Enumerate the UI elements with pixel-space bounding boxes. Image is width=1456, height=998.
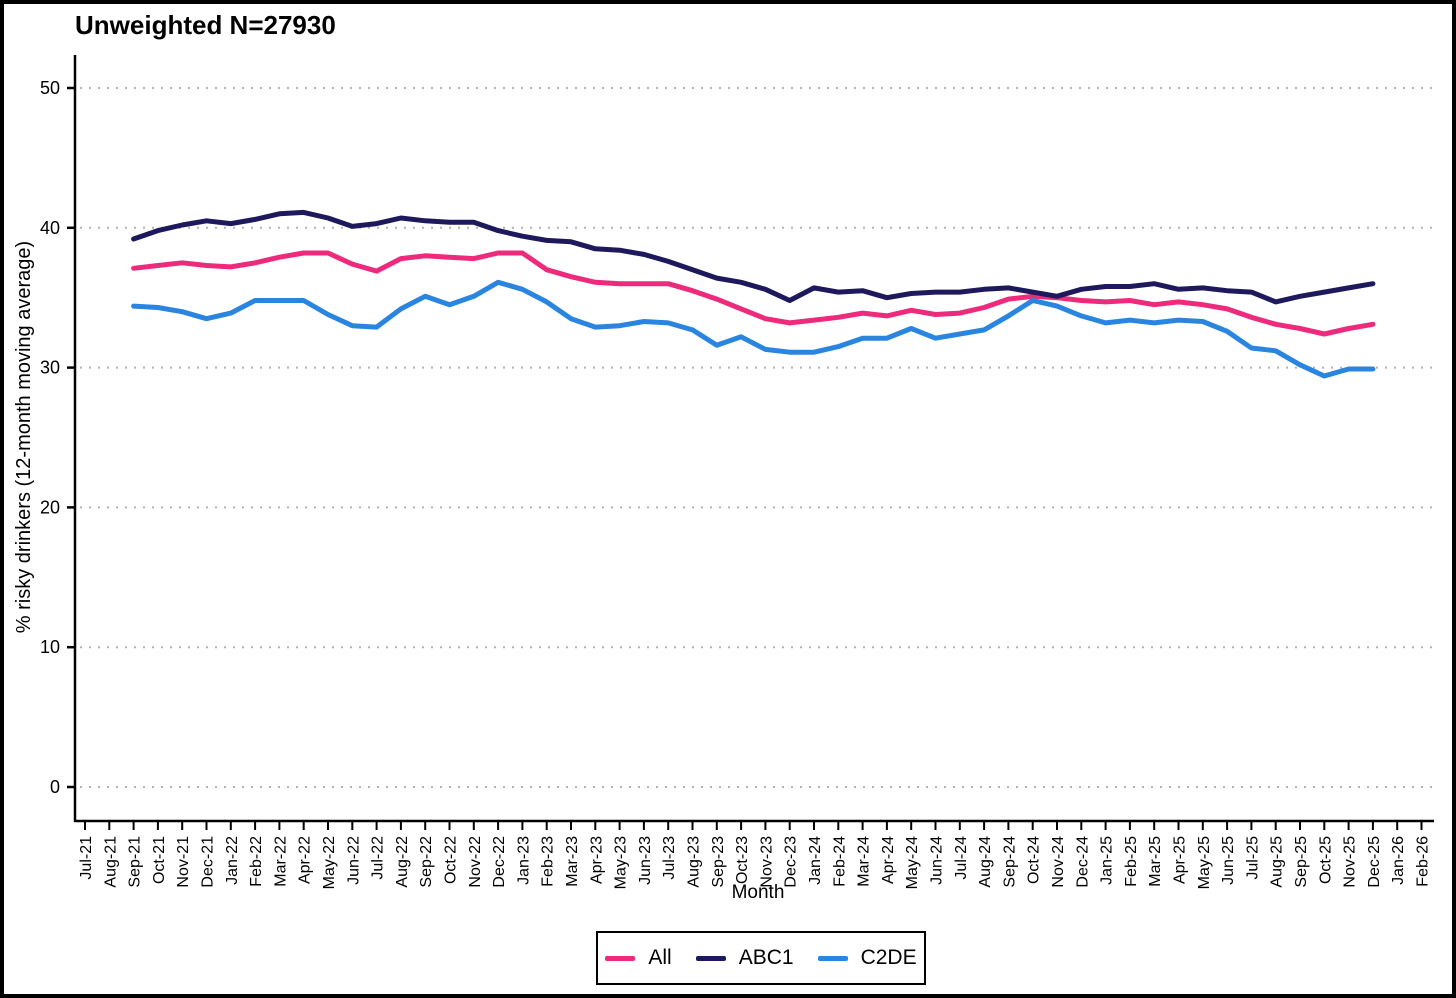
series-line-abc1 xyxy=(131,209,1376,305)
x-tick-label: Nov-21 xyxy=(175,836,192,888)
x-tick-label: Feb-22 xyxy=(248,836,265,887)
x-tick-label: Sep-21 xyxy=(127,836,144,888)
legend: All ABC1 C2DE xyxy=(596,931,926,985)
x-tick-label: Sep-22 xyxy=(418,836,435,888)
x-tick-label: Mar-23 xyxy=(564,836,581,887)
y-tick-label: 40 xyxy=(40,218,60,238)
x-tick-label: Dec-25 xyxy=(1366,836,1383,888)
x-tick-label: Jul-22 xyxy=(370,836,387,880)
x-tick-label: Feb-26 xyxy=(1415,836,1432,887)
x-tick-label: Jun-24 xyxy=(929,836,946,885)
legend-label-c2de: C2DE xyxy=(860,946,917,969)
x-tick-label: Sep-24 xyxy=(1001,836,1018,888)
legend-line-swatch-c2de xyxy=(817,955,848,961)
y-tick-label: 20 xyxy=(40,497,60,517)
plot-area: Month % risky drinkers (12-month moving … xyxy=(13,55,1434,903)
x-tick-label: Jun-22 xyxy=(345,836,362,885)
x-tick-label: Nov-22 xyxy=(467,836,484,888)
x-tick-label: Feb-23 xyxy=(540,836,557,887)
series-line-c2de xyxy=(131,279,1376,379)
x-tick-label: Dec-22 xyxy=(491,836,508,888)
x-tick-label: Sep-23 xyxy=(710,836,727,888)
x-tick-label: Aug-25 xyxy=(1269,836,1286,888)
y-tick-label: 10 xyxy=(40,637,60,657)
x-tick-label: Jul-21 xyxy=(78,836,95,880)
x-tick-label: Aug-23 xyxy=(686,836,703,888)
legend-item-all: All xyxy=(605,946,672,970)
x-tick-label: Jan-26 xyxy=(1390,836,1407,885)
x-tick-label: Apr-23 xyxy=(588,836,605,884)
x-tick-label: Apr-24 xyxy=(880,836,897,884)
x-tick-label: Mar-25 xyxy=(1147,836,1164,887)
legend-line-swatch-abc1 xyxy=(695,955,726,961)
x-tick-label: Jan-22 xyxy=(224,836,241,885)
x-tick-label: Feb-25 xyxy=(1123,836,1140,887)
x-tick-label: Aug-21 xyxy=(102,836,119,888)
x-tick-label: Sep-25 xyxy=(1293,836,1310,888)
x-tick-label: May-23 xyxy=(613,836,630,889)
x-tick-label: Oct-22 xyxy=(443,836,460,884)
x-tick-label: Aug-24 xyxy=(977,836,994,888)
x-tick-label: May-22 xyxy=(321,836,338,889)
x-tick-label: Oct-25 xyxy=(1317,836,1334,884)
x-tick-label: Aug-22 xyxy=(394,836,411,888)
x-tick-label: May-25 xyxy=(1196,836,1213,889)
x-tick-label: Oct-21 xyxy=(151,836,168,884)
x-tick-label: Dec-24 xyxy=(1074,836,1091,888)
x-tick-label: Jan-24 xyxy=(807,836,824,885)
legend-label-abc1: ABC1 xyxy=(738,946,794,969)
legend-item-abc1: ABC1 xyxy=(695,946,794,970)
chart-title: Unweighted N=27930 xyxy=(75,10,336,40)
x-tick-label: Jan-25 xyxy=(1099,836,1116,885)
x-tick-label: Jan-23 xyxy=(515,836,532,885)
x-tick-label: Jun-25 xyxy=(1220,836,1237,885)
legend-label-all: All xyxy=(648,946,672,969)
x-tick-label: Jul-25 xyxy=(1244,836,1261,880)
x-tick-label: Apr-22 xyxy=(297,836,314,884)
legend-item-c2de: C2DE xyxy=(817,946,917,970)
x-tick-label: May-24 xyxy=(904,836,921,889)
x-tick-label: Dec-21 xyxy=(200,836,217,888)
x-axis-title: Month xyxy=(732,882,785,903)
y-tick-label: 50 xyxy=(40,78,60,98)
x-tick-label: Oct-24 xyxy=(1026,836,1043,884)
x-tick-label: Mar-24 xyxy=(856,836,873,887)
x-tick-label: Feb-24 xyxy=(831,836,848,887)
y-tick-label: 30 xyxy=(40,358,60,378)
x-tick-label: Oct-23 xyxy=(734,836,751,884)
x-tick-label: Nov-25 xyxy=(1342,836,1359,888)
x-tick-label: Mar-22 xyxy=(272,836,289,887)
x-tick-label: Nov-23 xyxy=(758,836,775,888)
x-tick-label: Dec-23 xyxy=(783,836,800,888)
x-tick-label: Apr-25 xyxy=(1172,836,1189,884)
x-tick-label: Jul-23 xyxy=(661,836,678,880)
legend-line-swatch-all xyxy=(605,955,636,961)
x-tick-label: Jun-23 xyxy=(637,836,654,885)
series-line-all xyxy=(131,250,1376,337)
x-tick-label: Nov-24 xyxy=(1050,836,1067,888)
x-tick-label: Jul-24 xyxy=(953,836,970,880)
y-tick-label: 0 xyxy=(50,777,60,797)
y-axis-title: % risky drinkers (12-month moving averag… xyxy=(13,241,35,633)
